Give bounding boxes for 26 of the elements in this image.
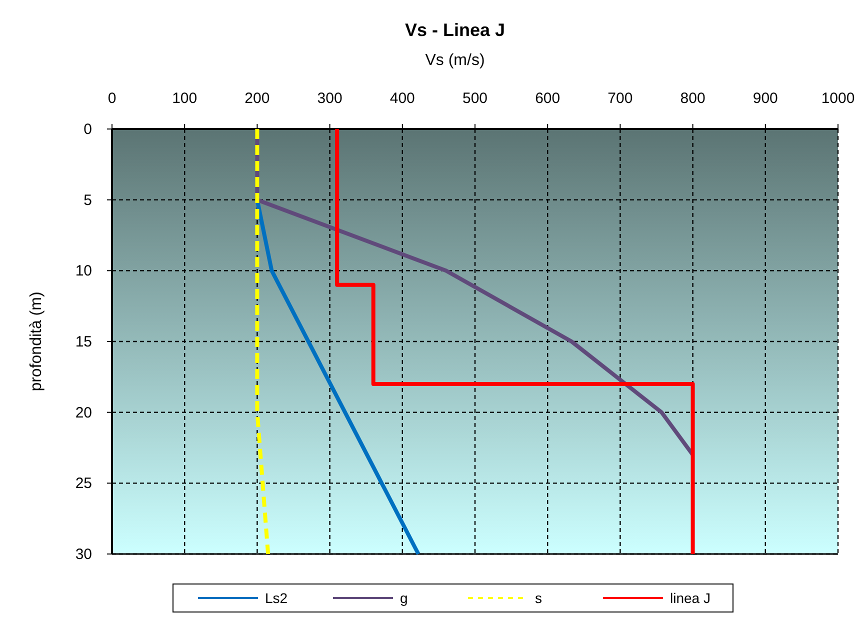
y-tick-label: 0 <box>84 121 92 138</box>
legend-label: linea J <box>670 590 710 606</box>
y-tick-label: 5 <box>84 192 92 209</box>
y-tick-label: 20 <box>75 404 92 422</box>
y-tick-label: 10 <box>75 262 92 280</box>
y-tick-label: 15 <box>75 334 92 350</box>
x-tick-label: 0 <box>108 90 116 107</box>
x-tick-label: 100 <box>172 90 198 107</box>
x-tick-label: 200 <box>244 90 270 107</box>
y-tick-label: 30 <box>75 546 92 563</box>
legend-label: g <box>400 590 408 606</box>
y-tick-label: 25 <box>75 475 92 492</box>
x-tick-label: 400 <box>390 90 415 107</box>
legend-label: Ls2 <box>265 590 288 606</box>
x-tick-label: 700 <box>608 90 633 107</box>
x-tick-label: 1000 <box>821 90 855 107</box>
x-tick-label: 300 <box>317 90 342 107</box>
x-tick-label: 900 <box>752 90 778 107</box>
x-axis-title: Vs (m/s) <box>425 52 485 69</box>
x-tick-label: 600 <box>535 90 560 107</box>
legend-label: s <box>535 590 542 606</box>
y-axis-title: profondità (m) <box>28 292 45 392</box>
line-series <box>335 127 695 556</box>
chart-title: Vs - Linea J <box>404 20 506 40</box>
x-tick-label: 500 <box>462 90 488 107</box>
x-tick-label: 800 <box>680 90 706 107</box>
